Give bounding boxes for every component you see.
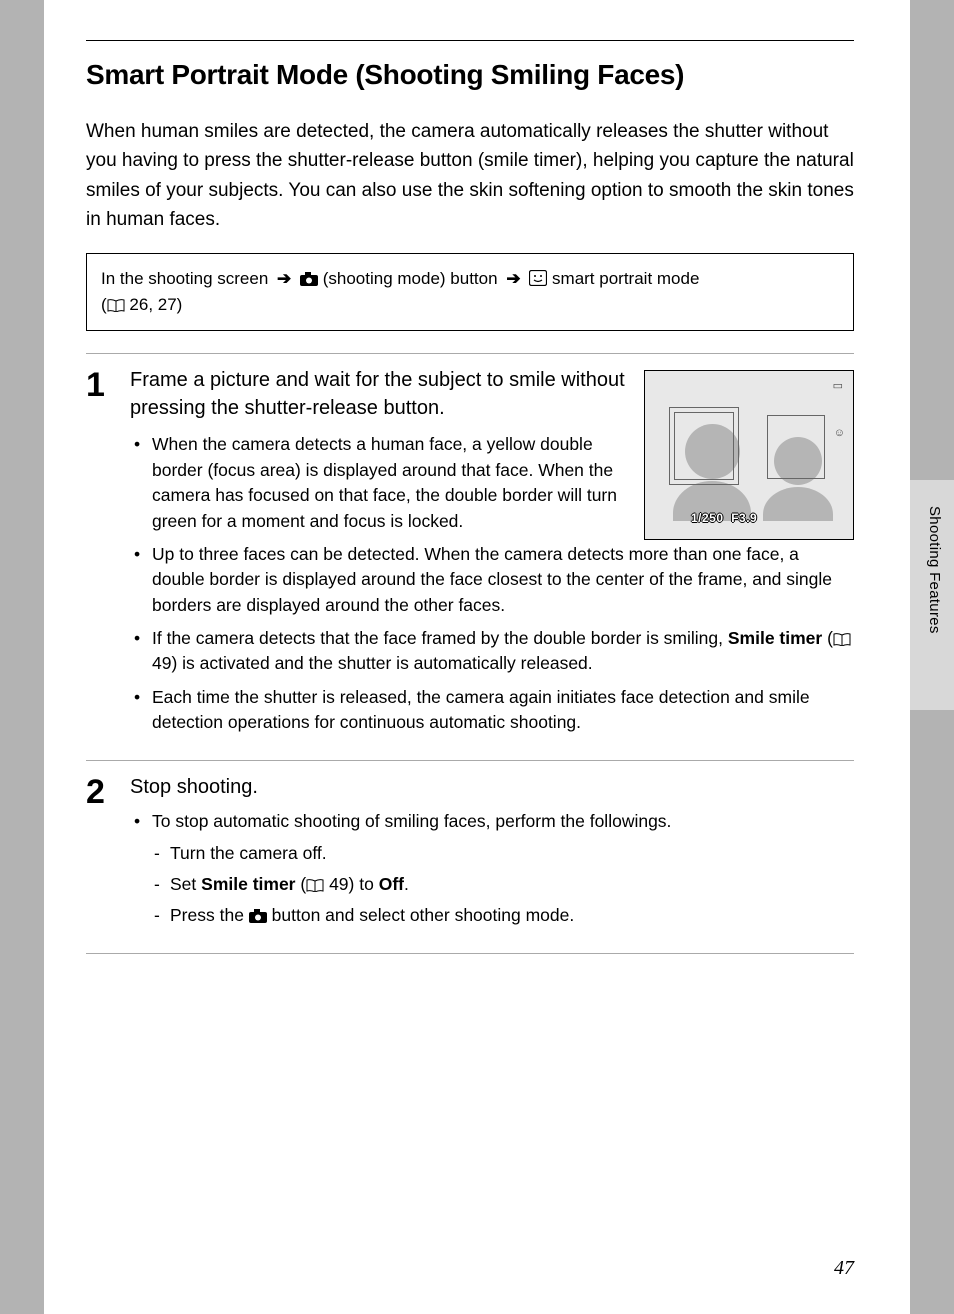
- page-title: Smart Portrait Mode (Shooting Smiling Fa…: [86, 59, 854, 91]
- focus-frame-single: [767, 415, 825, 479]
- aperture: F3.9: [731, 511, 757, 525]
- camera-screen-illustration: ▭ ☺ 1/250 F3.9: [644, 370, 854, 540]
- step-1: 1 Frame a picture and wait for the subje…: [86, 354, 854, 760]
- screen-battery-icon: ▭: [833, 379, 843, 392]
- step-heading: Stop shooting.: [130, 773, 854, 801]
- nav-page-ref: 26, 27: [129, 295, 176, 314]
- shot-info: 1/250 F3.9: [691, 511, 757, 525]
- arrow-icon: ➔: [277, 269, 291, 288]
- step1-bullet2: Up to three faces can be detected. When …: [152, 542, 854, 618]
- book-icon: [833, 633, 851, 646]
- nav-mode-button: (shooting mode) button: [323, 269, 498, 288]
- side-section-label: Shooting Features: [926, 506, 943, 634]
- step1-bullet1: When the camera detects a human face, a …: [152, 432, 628, 534]
- step2-sub2: Set Smile timer ( 49) to Off.: [170, 871, 854, 898]
- step2-sub3: Press the button and select other shooti…: [170, 902, 854, 929]
- step-2: 2 Stop shooting. To stop automatic shoot…: [86, 761, 854, 955]
- book-icon: [107, 299, 125, 312]
- step1-bullet4: Each time the shutter is released, the c…: [152, 685, 854, 736]
- book-icon: [306, 879, 324, 892]
- arrow-icon: ➔: [506, 269, 520, 288]
- page-number: 47: [834, 1257, 854, 1280]
- smart-portrait-icon: [529, 270, 547, 286]
- step-number: 2: [86, 773, 130, 809]
- camera-icon: [249, 909, 267, 923]
- screen-mode-icon: ☺: [834, 427, 845, 439]
- page-content: Smart Portrait Mode (Shooting Smiling Fa…: [44, 0, 910, 1314]
- camera-icon: [300, 272, 318, 286]
- step-heading: Frame a picture and wait for the subject…: [130, 366, 628, 422]
- step-number: 1: [86, 366, 130, 402]
- step2-bullet1: To stop automatic shooting of smiling fa…: [152, 809, 854, 930]
- top-rule: [86, 40, 854, 41]
- step1-bullet3: If the camera detects that the face fram…: [152, 626, 854, 677]
- navigation-path-box: In the shooting screen ➔ (shooting mode)…: [86, 253, 854, 332]
- focus-frame-double: [669, 407, 739, 485]
- nav-prefix: In the shooting screen: [101, 269, 268, 288]
- nav-portrait-label: smart portrait mode: [552, 269, 699, 288]
- step2-sub1: Turn the camera off.: [170, 840, 854, 867]
- shutter-speed: 1/250: [691, 511, 724, 525]
- intro-paragraph: When human smiles are detected, the came…: [86, 117, 854, 235]
